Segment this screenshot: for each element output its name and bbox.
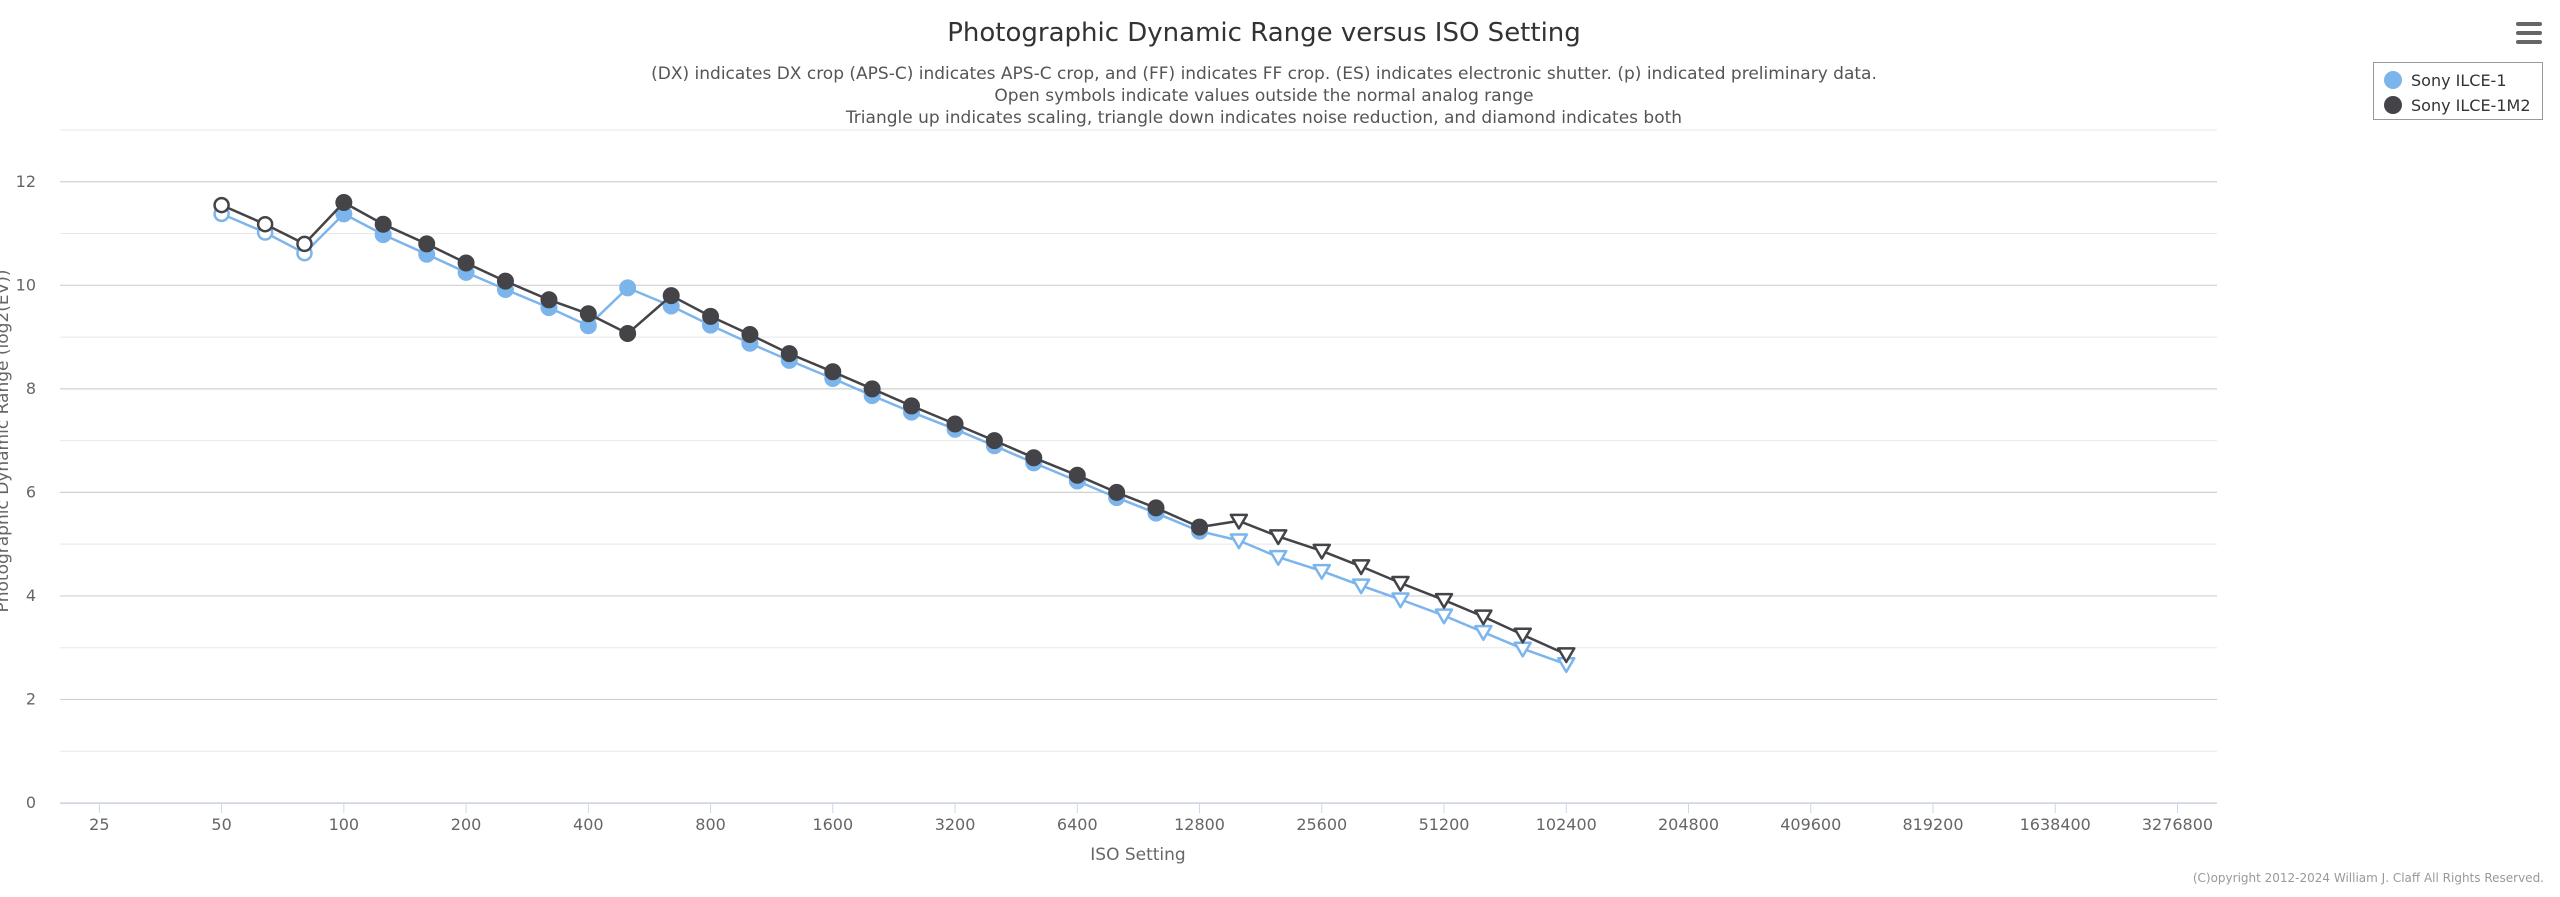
legend-label: Sony ILCE-1 bbox=[2411, 70, 2507, 90]
data-point[interactable] bbox=[780, 345, 798, 363]
series-line bbox=[221, 212, 1567, 666]
x-tick-label: 1600 bbox=[812, 815, 853, 834]
x-axis-title: ISO Setting bbox=[1090, 845, 1185, 865]
data-point[interactable] bbox=[335, 193, 353, 211]
data-point-triangle-down[interactable] bbox=[1434, 592, 1454, 609]
data-point-triangle-down[interactable] bbox=[1268, 529, 1288, 546]
x-tick-label: 3200 bbox=[935, 815, 976, 834]
data-point-triangle-down[interactable] bbox=[1513, 627, 1532, 644]
data-point-triangle-down[interactable] bbox=[1312, 543, 1332, 560]
data-point[interactable] bbox=[824, 363, 842, 381]
data-point[interactable] bbox=[619, 279, 637, 297]
data-point[interactable] bbox=[1191, 518, 1209, 536]
data-point-triangle-down[interactable] bbox=[1312, 563, 1332, 580]
chart-subtitle-line-1: (DX) indicates DX crop (APS-C) indicates… bbox=[651, 64, 1877, 84]
series-layer bbox=[213, 193, 1576, 674]
data-point[interactable] bbox=[1108, 483, 1126, 501]
gridlines bbox=[60, 129, 2217, 804]
data-point-triangle-down[interactable] bbox=[1474, 624, 1493, 642]
data-point[interactable] bbox=[496, 272, 514, 290]
y-tick-label: 6 bbox=[26, 482, 36, 501]
data-point[interactable] bbox=[457, 254, 475, 272]
series-line bbox=[221, 201, 1567, 656]
legend-label: Sony ILCE-1M2 bbox=[2411, 95, 2531, 115]
x-tick-label: 204800 bbox=[1658, 815, 1719, 834]
series-1 bbox=[213, 205, 1576, 674]
x-tick-label: 800 bbox=[695, 815, 726, 834]
y-tick-label: 0 bbox=[26, 793, 36, 812]
x-tick-label: 100 bbox=[329, 815, 360, 834]
copyright-credits: (C)opyright 2012-2024 William J. Claff A… bbox=[2193, 871, 2544, 885]
x-tick-label: 1638400 bbox=[2020, 815, 2091, 834]
legend-item-series-1[interactable]: Sony ILCE-1 bbox=[2384, 68, 2507, 92]
x-tick-label: 400 bbox=[573, 815, 604, 834]
chart-subtitle-line-3: Triangle up indicates scaling, triangle … bbox=[845, 108, 1682, 128]
data-point-triangle-down[interactable] bbox=[1391, 592, 1410, 609]
legend-marker-icon bbox=[2384, 96, 2402, 114]
data-point[interactable] bbox=[374, 215, 392, 233]
x-tick-label: 50 bbox=[211, 815, 231, 834]
series-2 bbox=[213, 193, 1576, 664]
data-point-open[interactable] bbox=[256, 215, 274, 233]
data-point[interactable] bbox=[540, 291, 558, 309]
x-tick-label: 819200 bbox=[1902, 815, 1963, 834]
data-point-triangle-down[interactable] bbox=[1229, 513, 1249, 530]
data-point[interactable] bbox=[702, 307, 720, 325]
data-point-triangle-down[interactable] bbox=[1391, 575, 1410, 592]
hamburger-menu-icon[interactable] bbox=[2516, 22, 2542, 46]
x-tick-label: 25 bbox=[89, 815, 109, 834]
data-point[interactable] bbox=[619, 324, 637, 342]
x-tick-label: 25600 bbox=[1296, 815, 1347, 834]
y-tick-label: 12 bbox=[16, 172, 36, 191]
data-point-triangle-down[interactable] bbox=[1268, 549, 1288, 566]
x-tick-label: 200 bbox=[451, 815, 482, 834]
data-point[interactable] bbox=[985, 432, 1003, 450]
x-tick-label: 3276800 bbox=[2142, 815, 2213, 834]
data-point-triangle-down[interactable] bbox=[1474, 609, 1493, 626]
legend: Sony ILCE-1 Sony ILCE-1M2 bbox=[2373, 62, 2543, 120]
data-point-open[interactable] bbox=[296, 235, 313, 253]
legend-marker-icon bbox=[2384, 71, 2402, 89]
data-point-open[interactable] bbox=[213, 196, 230, 214]
data-point[interactable] bbox=[662, 287, 680, 305]
x-tick-label: 102400 bbox=[1536, 815, 1597, 834]
data-point[interactable] bbox=[1025, 449, 1043, 467]
chart-subtitle-line-2: Open symbols indicate values outside the… bbox=[994, 86, 1533, 106]
x-tick-label: 6400 bbox=[1057, 815, 1098, 834]
data-point[interactable] bbox=[946, 415, 964, 433]
chart-title: Photographic Dynamic Range versus ISO Se… bbox=[947, 18, 1581, 48]
data-point[interactable] bbox=[903, 397, 921, 415]
y-tick-label: 2 bbox=[26, 689, 36, 708]
data-point-triangle-down[interactable] bbox=[1351, 559, 1371, 576]
data-point-triangle-down[interactable] bbox=[1557, 647, 1576, 664]
y-axis-title: Photographic Dynamic Range (log2(EV)) bbox=[0, 269, 13, 612]
x-axis-ticks: 25 50 100 200 400 800 1600 3200 6400 12800 25600 51… bbox=[89, 803, 2213, 834]
y-tick-label: 4 bbox=[26, 586, 36, 605]
x-tick-label: 51200 bbox=[1419, 815, 1470, 834]
data-point[interactable] bbox=[1147, 499, 1165, 517]
x-tick-label: 409600 bbox=[1780, 815, 1841, 834]
x-tick-label: 12800 bbox=[1174, 815, 1225, 834]
data-point[interactable] bbox=[741, 325, 759, 343]
data-point-triangle-down[interactable] bbox=[1434, 608, 1454, 625]
y-tick-label: 10 bbox=[16, 275, 36, 294]
y-axis-ticks: 0 2 4 6 8 10 12 bbox=[16, 172, 36, 812]
y-tick-label: 8 bbox=[26, 379, 36, 398]
data-point[interactable] bbox=[1068, 466, 1086, 484]
data-point[interactable] bbox=[579, 305, 597, 323]
data-point[interactable] bbox=[863, 380, 881, 398]
data-point-triangle-down[interactable] bbox=[1351, 578, 1371, 595]
legend-item-series-2[interactable]: Sony ILCE-1M2 bbox=[2384, 93, 2531, 117]
data-point-triangle-down[interactable] bbox=[1229, 533, 1249, 550]
data-point[interactable] bbox=[418, 235, 436, 253]
